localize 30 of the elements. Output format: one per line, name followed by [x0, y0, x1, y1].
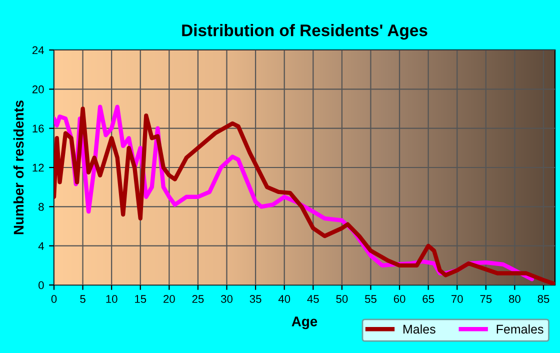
x-tick-label: 60 — [394, 295, 406, 303]
y-tick-label: 16 — [32, 124, 44, 132]
x-tick-label: 45 — [307, 295, 319, 303]
x-tick-label: 70 — [451, 295, 463, 303]
x-tick-label: 30 — [221, 295, 233, 303]
legend-label: Males — [404, 324, 436, 334]
x-tick-label: 0 — [51, 295, 57, 303]
y-axis-title: Number of residents — [13, 100, 24, 234]
x-tick-label: 35 — [250, 295, 262, 303]
x-tick-label: 25 — [192, 295, 204, 303]
x-tick-label: 10 — [106, 295, 118, 303]
x-tick-label: 85 — [538, 295, 550, 303]
x-tick-label: 15 — [135, 295, 146, 303]
legend-label: Females — [496, 324, 544, 334]
chart-title: Distribution of Residents' Ages — [182, 24, 428, 40]
y-tick-label: 4 — [38, 242, 44, 250]
x-tick-label: 20 — [164, 295, 175, 303]
x-tick-label: 55 — [364, 295, 376, 303]
x-tick-label: 50 — [336, 295, 348, 303]
y-tick-label: 20 — [32, 85, 44, 94]
x-tick-label: 65 — [422, 295, 434, 303]
y-tick-label: 0 — [38, 281, 44, 290]
x-tick-label: 5 — [80, 295, 86, 303]
y-tick-label: 12 — [32, 164, 44, 172]
y-tick-label: 8 — [38, 202, 44, 211]
x-tick-label: 80 — [508, 295, 520, 303]
x-tick-label: 40 — [278, 295, 290, 303]
x-tick-label: 75 — [480, 295, 492, 303]
x-axis-title: Age — [292, 316, 318, 330]
y-tick-label: 24 — [32, 46, 44, 54]
